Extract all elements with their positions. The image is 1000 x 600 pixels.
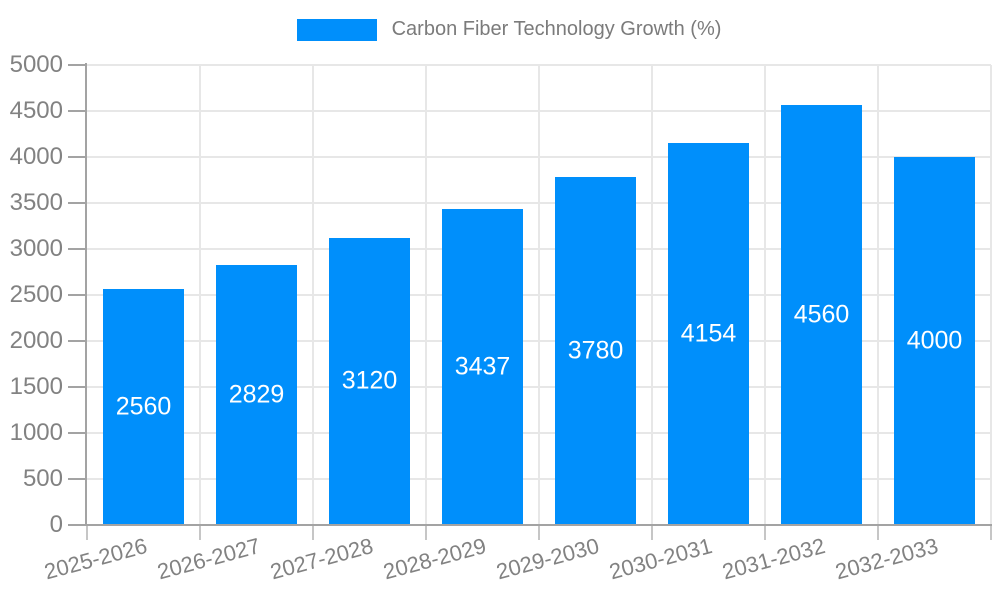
- x-gridline: [538, 65, 540, 525]
- x-tick: [425, 526, 427, 540]
- y-tick: [68, 340, 86, 342]
- chart-legend[interactable]: Carbon Fiber Technology Growth (%): [0, 18, 1000, 41]
- x-gridline: [990, 65, 992, 525]
- x-tick-label: 2032-2033: [832, 533, 941, 585]
- x-gridline: [877, 65, 879, 525]
- bar[interactable]: [555, 177, 636, 525]
- bar-value-label: 2560: [115, 392, 172, 421]
- y-axis-line: [85, 63, 87, 525]
- x-tick-label: 2027-2028: [267, 533, 376, 585]
- y-tick-label: 0: [49, 511, 63, 538]
- y-tick: [68, 294, 86, 296]
- bar[interactable]: [442, 208, 523, 525]
- plot-area: 2560 2829 3120 3437 3780 4154 4560 4000: [87, 64, 992, 525]
- x-gridline: [764, 65, 766, 525]
- bar-value-label: 4154: [680, 319, 737, 348]
- bar[interactable]: [668, 142, 749, 525]
- y-tick-label: 3000: [9, 235, 63, 262]
- y-tick-label: 5000: [9, 51, 63, 78]
- x-gridline: [651, 65, 653, 525]
- x-tick: [312, 526, 314, 540]
- y-tick-label: 2000: [9, 327, 63, 354]
- x-tick-label: 2025-2026: [41, 533, 150, 585]
- y-tick: [68, 202, 86, 204]
- y-tick: [68, 478, 86, 480]
- y-tick-label: 3500: [9, 189, 63, 216]
- y-tick: [68, 524, 86, 526]
- x-tick: [764, 526, 766, 540]
- y-tick: [68, 248, 86, 250]
- legend-swatch-icon: [296, 18, 377, 41]
- bar[interactable]: [781, 105, 862, 525]
- bar-value-label: 4560: [793, 300, 850, 329]
- y-tick: [68, 64, 86, 66]
- y-tick-label: 1500: [9, 373, 63, 400]
- x-tick-label: 2029-2030: [493, 533, 602, 585]
- y-tick: [68, 110, 86, 112]
- bar-value-label: 3437: [454, 352, 511, 381]
- x-gridline: [199, 65, 201, 525]
- bar[interactable]: [894, 157, 975, 525]
- x-gridline: [425, 65, 427, 525]
- x-gridline: [312, 65, 314, 525]
- y-tick-label: 500: [22, 465, 63, 492]
- y-tick: [68, 432, 86, 434]
- x-tick-label: 2031-2032: [719, 533, 828, 585]
- x-tick: [990, 526, 992, 540]
- bar[interactable]: [329, 237, 410, 525]
- x-tick-label: 2028-2029: [380, 533, 489, 585]
- x-tick: [199, 526, 201, 540]
- legend-label: Carbon Fiber Technology Growth (%): [391, 18, 722, 40]
- bar-value-label: 4000: [906, 326, 963, 355]
- x-tick-label: 2030-2031: [606, 533, 715, 585]
- x-tick: [538, 526, 540, 540]
- bar[interactable]: [103, 289, 184, 525]
- bar[interactable]: [216, 264, 297, 525]
- y-tick-label: 1000: [9, 419, 63, 446]
- x-axis-line: [85, 524, 992, 526]
- y-tick: [68, 386, 86, 388]
- x-tick: [86, 526, 88, 540]
- x-tick: [877, 526, 879, 540]
- bar-value-label: 3780: [567, 336, 624, 365]
- y-tick-label: 4500: [9, 97, 63, 124]
- y-tick: [68, 156, 86, 158]
- y-tick-label: 4000: [9, 143, 63, 170]
- bar-value-label: 3120: [341, 366, 398, 395]
- bar-value-label: 2829: [228, 380, 285, 409]
- y-tick-label: 2500: [9, 281, 63, 308]
- x-tick-label: 2026-2027: [154, 533, 263, 585]
- x-tick: [651, 526, 653, 540]
